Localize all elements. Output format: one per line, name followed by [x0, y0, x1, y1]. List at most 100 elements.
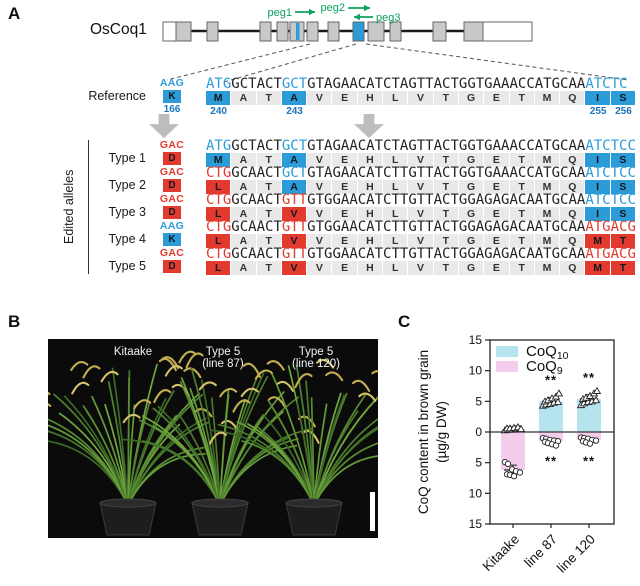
target-exon-box	[352, 21, 365, 42]
y-tick-label: 5	[475, 456, 482, 470]
aa-cell: T	[433, 234, 458, 248]
aa-cell: E	[332, 153, 357, 167]
aa-cell: V	[408, 261, 433, 275]
aa-cell: H	[357, 234, 383, 248]
aa-cell: T	[433, 91, 458, 105]
significance-star: **	[545, 453, 557, 468]
aa-cell: A	[281, 153, 307, 167]
aa-cell: T	[256, 207, 281, 221]
aa-cell: H	[357, 91, 383, 105]
upstream-codon: GAC D	[152, 140, 192, 165]
aa-cell: I	[585, 91, 610, 105]
upstream-codon: GAC D	[152, 194, 192, 219]
allele-row-label: Type 2	[108, 178, 146, 192]
legend-swatch	[496, 346, 518, 357]
x-category-label: line 120	[554, 532, 598, 576]
upstream-codon-nt: GAC	[159, 139, 185, 151]
aa-cell: G	[458, 91, 484, 105]
x-category-label: Kitaake	[480, 532, 522, 574]
aa-cell: M	[534, 207, 560, 221]
aa-cell: T	[509, 153, 534, 167]
photo-label: Kitaake	[114, 346, 152, 358]
aa-cell: L	[206, 261, 231, 275]
aa-cell: M	[534, 261, 560, 275]
rice-plant	[122, 350, 320, 536]
aa-cell: T	[433, 180, 458, 194]
significance-star: **	[583, 453, 595, 468]
aa-cell: T	[433, 261, 458, 275]
y-tick-label: 15	[469, 333, 483, 347]
nt-sequence: CTGGCAACTGTTGTGGAACATCTTGTTACTGGAGAGACAA…	[206, 246, 636, 262]
residue-number: 255	[589, 106, 607, 117]
nt-sequence: ATGGCTACTGCTGTAGAACATCTAGTTACTGGTGAAACCA…	[206, 76, 628, 92]
significance-star: **	[583, 370, 595, 385]
aa-cell: T	[509, 261, 534, 275]
aa-cell: E	[484, 234, 509, 248]
data-points-coq9-1	[539, 434, 562, 449]
nt-sequence: ATGGCTACTGCTGTAGAACATCTAGTTACTGGTGAAACCA…	[206, 138, 636, 154]
aa-cell: E	[332, 207, 357, 221]
panel-a-label: A	[8, 4, 21, 23]
aa-cell: G	[458, 261, 484, 275]
upstream-codon: GAC D	[152, 167, 192, 192]
aa-cell: L	[383, 153, 408, 167]
pot	[99, 502, 157, 536]
aa-cell: T	[256, 234, 281, 248]
alignment-row: Type 1 GAC D ATGGCTACTGCTGTAGAACATCTAGTTACT…	[0, 138, 637, 167]
aa-cell: E	[484, 207, 509, 221]
aa-cell: A	[281, 180, 307, 194]
nt-sequence: CTGGCAACTGTTGTGGAACATCTTGTTACTGGAGAGACAA…	[206, 219, 636, 235]
aa-cell: L	[383, 261, 408, 275]
aa-cell: H	[357, 261, 383, 275]
aa-cell: L	[206, 234, 231, 248]
aa-cell: G	[458, 207, 484, 221]
zoom-dash-line	[365, 43, 629, 81]
aa-cell: V	[307, 180, 332, 194]
upstream-codon-aa: D	[163, 260, 181, 273]
aa-cell: V	[307, 91, 332, 105]
aa-cell: L	[383, 91, 408, 105]
upstream-codon-aa: D	[163, 152, 181, 165]
aa-cell: G	[458, 234, 484, 248]
exon-box	[306, 21, 319, 42]
aa-cell: G	[458, 180, 484, 194]
aa-cell: E	[484, 91, 509, 105]
aa-cell: E	[332, 234, 357, 248]
aa-cell: E	[484, 180, 509, 194]
alignment-row: Type 4 AAG K CTGGCAACTGTTGTGGAACATCTTGTTACT…	[0, 219, 637, 248]
aa-cell: L	[383, 207, 408, 221]
aa-cell: E	[332, 261, 357, 275]
photo-label: (line 87)	[202, 358, 244, 370]
utr-box	[162, 21, 177, 42]
aa-cell: I	[585, 207, 610, 221]
allele-row-label: Type 1	[108, 151, 146, 165]
aa-cell: V	[408, 91, 433, 105]
aa-cell: L	[206, 207, 231, 221]
aa-cell: M	[206, 91, 231, 105]
aa-cell: T	[433, 153, 458, 167]
alignment-row: Type 5 GAC D CTGGCAACTGTTGTGGAACATCTTGTTACT…	[0, 246, 637, 275]
aa-cell: V	[408, 234, 433, 248]
aa-cell: I	[585, 180, 610, 194]
sequence-block: CTGGCAACTGTTGTGGAACATCTTGTTACTGGAGAGACAA…	[206, 219, 637, 248]
aa-cell: V	[307, 207, 332, 221]
aa-cell: S	[610, 153, 636, 167]
photo-label: Type 5	[299, 346, 334, 358]
edited-alleles-bracket	[88, 140, 90, 274]
legend-swatch	[496, 361, 518, 372]
significance-star: **	[545, 372, 557, 387]
aa-cell: E	[484, 153, 509, 167]
zoom-dash-line	[223, 43, 357, 83]
residue-number: 243	[286, 106, 303, 117]
nt-sequence: CTGGCAACTGTTGTGGAACATCTTGTTACTGGAGAGACAA…	[206, 192, 636, 208]
aa-cell: V	[307, 153, 332, 167]
aa-cell: S	[610, 91, 636, 105]
aa-cell: L	[383, 234, 408, 248]
aa-cell: H	[357, 153, 383, 167]
peg-arrowhead	[354, 13, 360, 21]
aa-cell: E	[332, 91, 357, 105]
aa-cell: A	[231, 207, 256, 221]
aa-cell: V	[408, 153, 433, 167]
